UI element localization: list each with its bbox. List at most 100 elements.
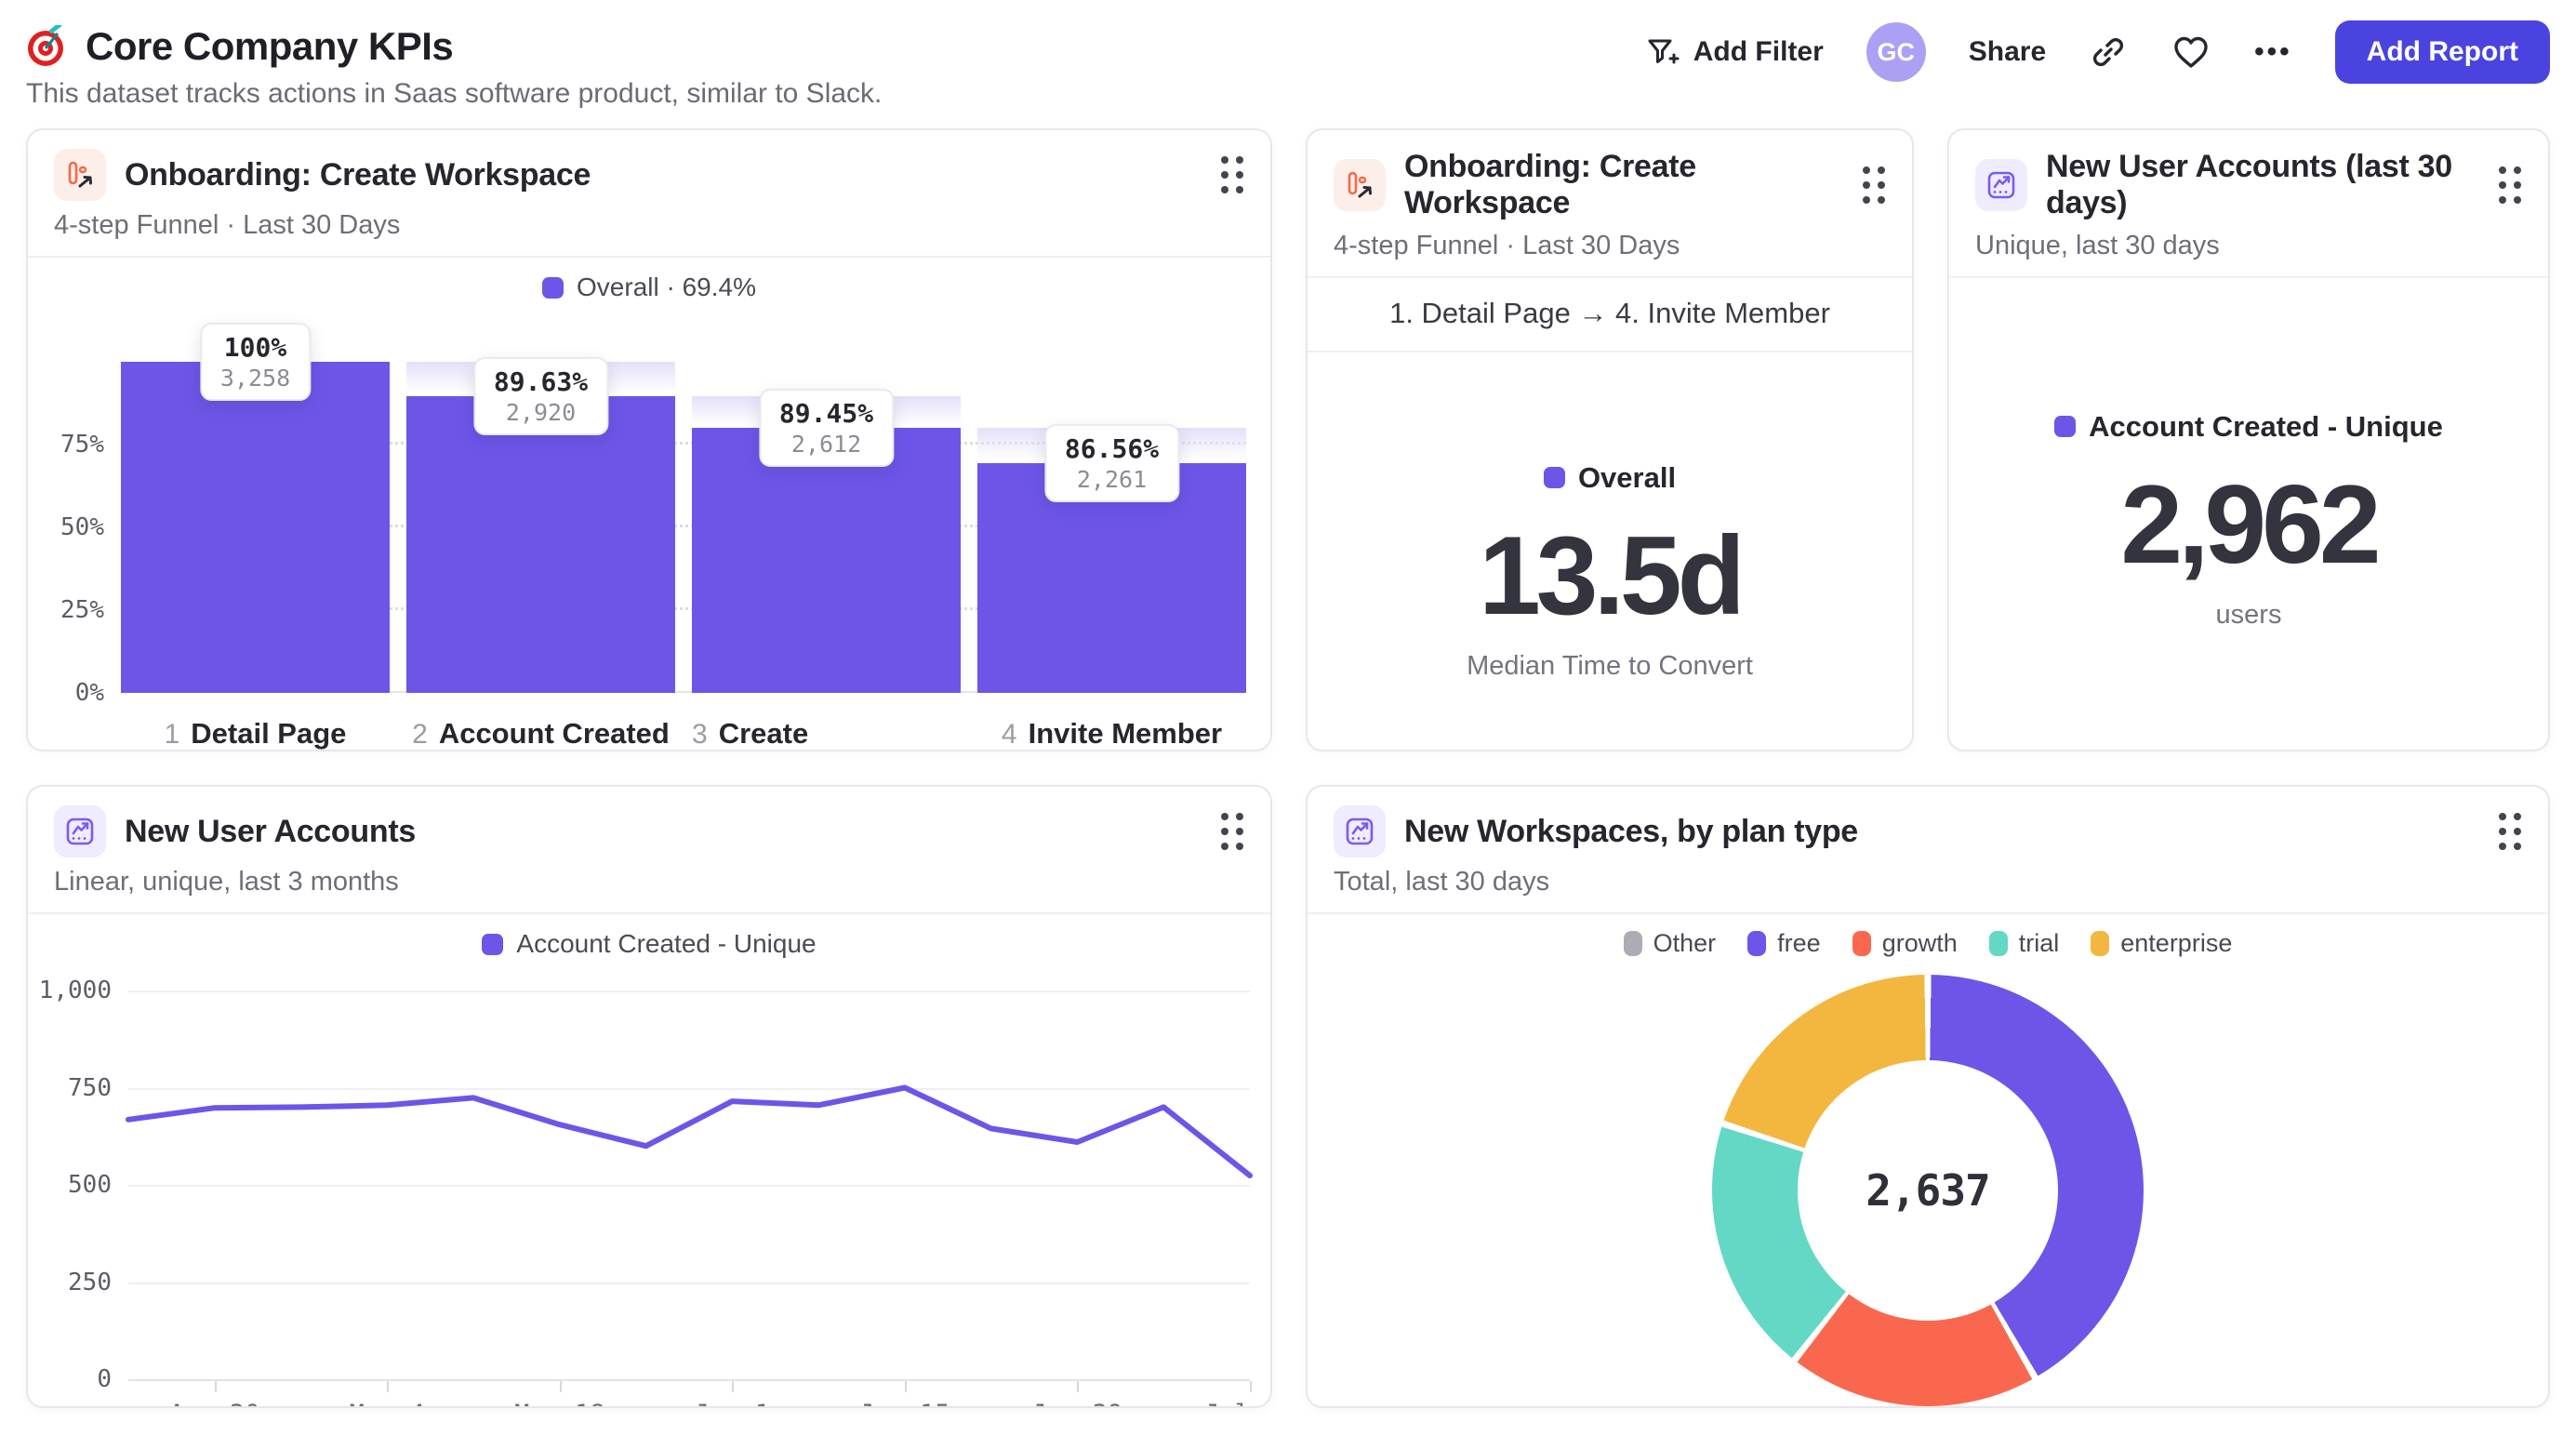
funnel-step-range: 1. Detail Page → 4. Invite Member xyxy=(1308,278,1912,352)
copy-link-button[interactable] xyxy=(2089,33,2128,72)
step-count: 2,261 xyxy=(1076,465,1148,493)
card-title: New Workspaces, by plan type xyxy=(1404,813,1858,849)
drag-handle-icon[interactable] xyxy=(2499,812,2522,851)
x-axis-tick xyxy=(904,1381,907,1392)
user-avatar[interactable]: GC xyxy=(1866,22,1926,82)
gridline-75 xyxy=(121,442,1246,445)
line-x-axis: Apr 20 May 4 May 18 Jun 1 Jun 15 Jun 29 Jul 13 xyxy=(128,1400,1270,1406)
step-number: 1 xyxy=(164,719,180,750)
legend-swatch xyxy=(1747,931,1767,956)
card-subtitle: 4-step Funnel · Last 30 Days xyxy=(54,210,401,240)
time-to-convert-card: Onboarding: Create Workspace 4-step Funn… xyxy=(1306,128,1914,751)
drag-handle-icon[interactable] xyxy=(1221,812,1244,851)
donut-hole: 2,637 xyxy=(1798,1060,2058,1321)
line-y-axis: 0 250 500 750 1,000 xyxy=(28,977,128,1393)
funnel-bar-fill xyxy=(692,427,961,693)
legend-swatch xyxy=(2054,416,2077,437)
funnel-plot: 100% 3,258 89.63% 2,920 89.45% 2,612 86.56% 2,2… xyxy=(121,323,1246,693)
drag-handle-icon[interactable] xyxy=(1863,166,1886,205)
gridline xyxy=(128,1282,1250,1284)
y-axis-tick-label: 1,000 xyxy=(38,977,112,1004)
conversion-rate: 89.63% xyxy=(493,366,589,397)
step-number: 4 xyxy=(1001,719,1017,750)
metric-caption: Median Time to Convert xyxy=(1467,650,1753,681)
legend-label: Overall · 69.4% xyxy=(577,273,756,301)
funnel-bar[interactable]: 100% 3,258 xyxy=(121,323,390,693)
legend-swatch xyxy=(1623,931,1642,956)
gridline-25 xyxy=(121,607,1246,610)
metric-legend[interactable]: Overall xyxy=(1543,461,1676,495)
filter-plus-icon xyxy=(1648,39,1680,64)
gridline-50 xyxy=(121,525,1246,527)
card-title: New User Accounts (last 30 days) xyxy=(2046,149,2452,220)
step-number: 3 xyxy=(692,719,708,750)
x-axis-tick-label: Jun 15 xyxy=(859,1400,950,1406)
conversion-rate: 86.56% xyxy=(1064,432,1160,464)
funnel-bar-fill xyxy=(406,395,675,693)
y-axis-tick-label: 0 xyxy=(97,1365,112,1393)
funnel-bar[interactable]: 86.56% 2,261 xyxy=(977,362,1246,693)
x-axis-tick-label: Jun 29 xyxy=(1032,1400,1123,1406)
card-title: Onboarding: Create Workspace xyxy=(125,156,591,193)
y-axis-tick-label: 250 xyxy=(68,1268,112,1296)
gridline xyxy=(128,1087,1250,1090)
new-accounts-total-card: New User Accounts (last 30 days) Unique,… xyxy=(1947,128,2550,751)
legend-swatch xyxy=(482,933,504,955)
card-subtitle: Linear, unique, last 3 months xyxy=(54,867,399,897)
x-axis-tick xyxy=(1077,1381,1080,1392)
step-number: 2 xyxy=(412,719,428,750)
card-subtitle: Unique, last 30 days xyxy=(1975,231,2220,260)
x-axis-tick-label: May 4 xyxy=(350,1400,425,1406)
step-name: Account Created xyxy=(438,717,670,750)
legend-label: Account Created - Unique xyxy=(516,929,817,958)
share-label: Share xyxy=(1968,36,2047,67)
legend-item-other[interactable]: Other xyxy=(1623,929,1716,958)
card-title: New User Accounts xyxy=(125,813,416,849)
more-options-button[interactable]: ••• xyxy=(2254,36,2292,68)
legend-swatch xyxy=(1852,931,1871,956)
page-title: Core Company KPIs xyxy=(86,24,454,68)
legend-item-free[interactable]: free xyxy=(1747,929,1821,958)
legend-item-trial[interactable]: trial xyxy=(1988,929,2059,958)
drag-handle-icon[interactable] xyxy=(2499,166,2522,205)
add-filter-button[interactable]: Add Filter xyxy=(1643,33,1824,71)
legend-item-growth[interactable]: growth xyxy=(1852,929,1958,958)
legend-swatch xyxy=(542,276,564,299)
donut-chart[interactable]: 2,637 xyxy=(1712,975,2144,1406)
metric-caption: users xyxy=(2215,599,2282,630)
step-name: Create Workspace xyxy=(718,717,809,750)
favorite-button[interactable] xyxy=(2171,32,2211,73)
gridline xyxy=(128,1379,1250,1381)
funnel-x-axis: 1 Detail Page 2 Account Created 3 Create Work… xyxy=(121,717,1246,750)
share-button[interactable]: Share xyxy=(1969,36,2046,68)
y-axis-tick-label: 500 xyxy=(68,1171,112,1199)
gridline xyxy=(128,990,1250,992)
ellipsis-icon: ••• xyxy=(2254,36,2292,67)
legend-item-enterprise[interactable]: enterprise xyxy=(2091,929,2232,958)
legend-label: growth xyxy=(1881,929,1958,957)
funnel-bar-fill xyxy=(121,362,390,693)
line-plot xyxy=(128,990,1250,1392)
funnel-legend[interactable]: Overall · 69.4% xyxy=(28,273,1270,302)
x-axis-tick xyxy=(732,1381,735,1392)
dashboard-row-1: Onboarding: Create Workspace 4-step Funn… xyxy=(26,128,2550,751)
drag-handle-icon[interactable] xyxy=(1221,155,1244,194)
x-axis-tick-label: Jun 1 xyxy=(695,1400,770,1406)
funnel-bar[interactable]: 89.45% 2,612 xyxy=(692,362,961,693)
y-axis-tick-label: 25% xyxy=(60,596,104,624)
metric-legend[interactable]: Account Created - Unique xyxy=(2054,410,2443,444)
median-time-value: 13.5d xyxy=(1479,512,1746,638)
line-legend[interactable]: Account Created - Unique xyxy=(28,929,1270,959)
x-axis-tick xyxy=(387,1381,390,1392)
y-axis-tick-label: 750 xyxy=(68,1073,112,1102)
gridline xyxy=(128,1185,1250,1187)
funnel-step-label: 2 Account Created xyxy=(406,717,675,750)
add-filter-label: Add Filter xyxy=(1693,36,1824,67)
new-accounts-trend-card: New User Accounts Linear, unique, last 3… xyxy=(26,785,1272,1408)
add-report-button[interactable]: Add Report xyxy=(2334,20,2550,84)
funnel-step-label: 4 Invite Member xyxy=(977,717,1246,750)
insights-chart-icon xyxy=(1975,159,2027,211)
funnel-card: Onboarding: Create Workspace 4-step Funn… xyxy=(26,128,1272,751)
funnel-bar[interactable]: 89.63% 2,920 xyxy=(406,356,675,693)
card-title: Onboarding: Create Workspace xyxy=(1404,149,1696,220)
